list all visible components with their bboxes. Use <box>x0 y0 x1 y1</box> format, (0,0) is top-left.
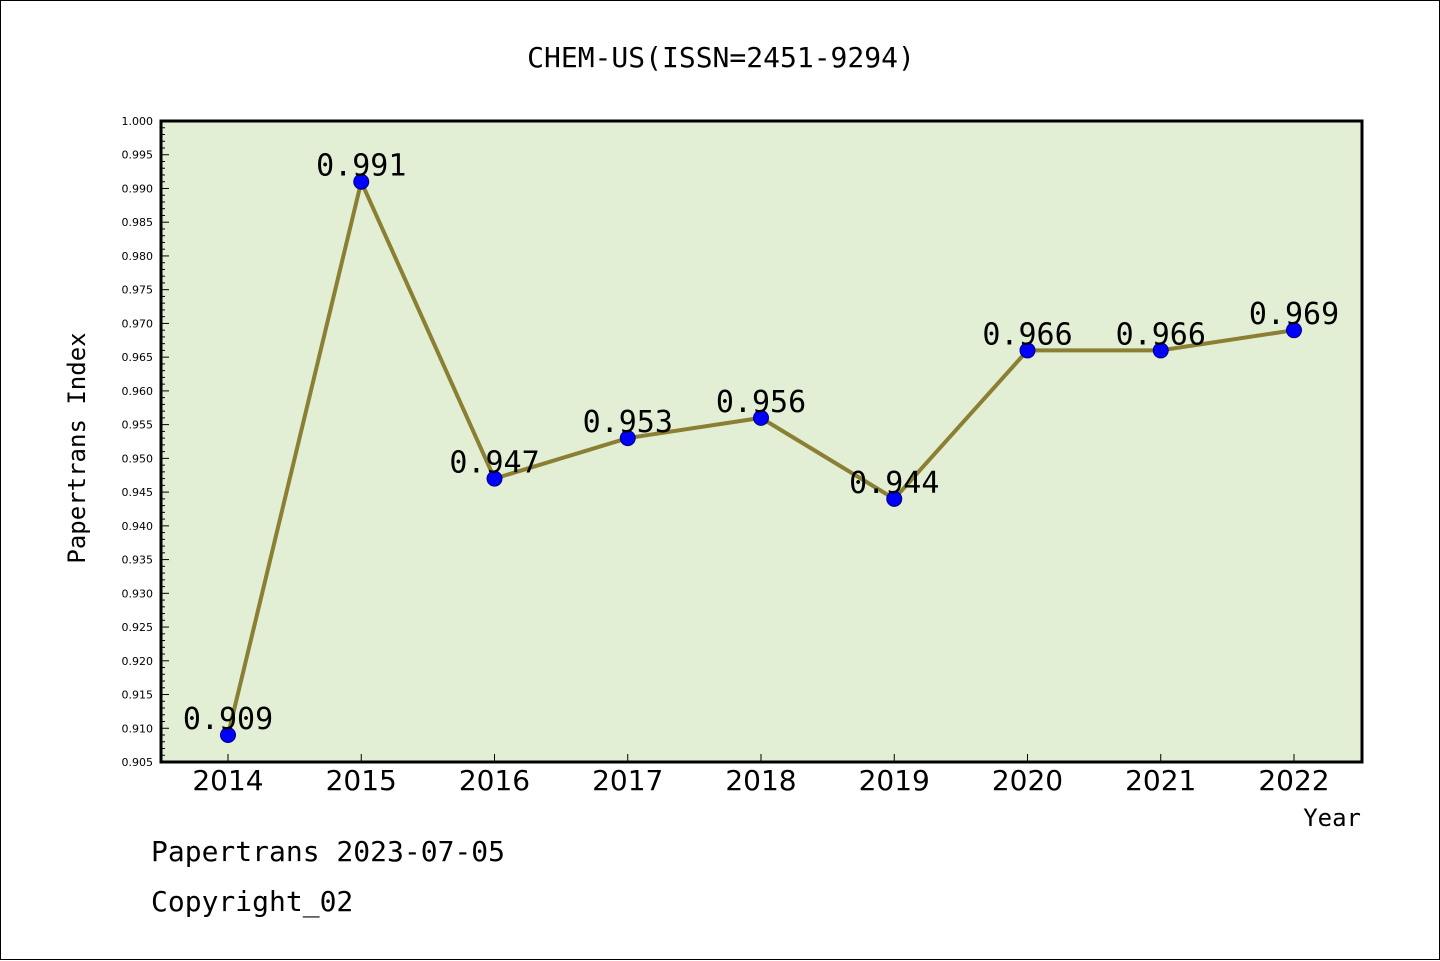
data-label: 0.953 <box>583 405 673 440</box>
data-point <box>486 470 503 487</box>
data-point <box>619 430 636 447</box>
data-point <box>1286 322 1302 339</box>
x-tick-label: 2019 <box>859 764 930 797</box>
data-label: 0.966 <box>1116 317 1206 352</box>
y-tick-label: 0.980 <box>122 250 154 263</box>
plot-area <box>159 119 1364 764</box>
y-tick-label: 0.970 <box>122 317 154 330</box>
x-tick-label: 2014 <box>192 764 263 797</box>
data-label: 0.909 <box>183 702 273 737</box>
y-tick-label: 0.935 <box>122 554 154 567</box>
y-tick-label: 0.965 <box>122 351 154 364</box>
x-tick-label: 2022 <box>1258 764 1329 797</box>
footer-source: Papertrans 2023-07-05 <box>151 835 506 868</box>
x-tick-label: 2018 <box>725 764 796 797</box>
y-tick-label: 0.940 <box>122 520 154 533</box>
y-tick-label: 0.930 <box>122 587 154 600</box>
y-axis: 0.905 0.910 0.915 0.920 0.925 0.930 0.935 0.940… <box>122 115 169 769</box>
y-tick-label: 0.905 <box>122 756 154 769</box>
data-label: 0.969 <box>1249 297 1339 332</box>
y-tick-label: 0.910 <box>122 722 154 735</box>
x-tick-label: 2016 <box>459 764 530 797</box>
y-tick-label: 0.925 <box>122 621 154 634</box>
y-tick-label: 0.990 <box>122 182 154 195</box>
y-tick-label: 1.000 <box>122 115 154 128</box>
data-points <box>220 173 1302 744</box>
data-label: 0.944 <box>849 466 939 501</box>
data-label: 0.966 <box>982 317 1072 352</box>
data-point <box>886 490 903 507</box>
x-axis: 2014 2015 2016 2017 2018 2019 2020 2021 2022 <box>192 754 1330 797</box>
chart-title: CHEM-US(ISSN=2451-9294) <box>527 41 915 74</box>
data-labels: 0.909 0.991 0.947 0.953 0.956 0.944 0.966 0.966… <box>183 149 1339 737</box>
data-label: 0.991 <box>316 149 406 184</box>
x-tick-label: 2017 <box>592 764 663 797</box>
y-tick-label: 0.945 <box>122 486 154 499</box>
y-tick-label: 0.950 <box>122 452 154 465</box>
y-tick-label: 0.995 <box>122 149 154 162</box>
data-label: 0.956 <box>716 385 806 420</box>
data-point <box>1152 342 1169 359</box>
y-tick-label: 0.960 <box>122 385 154 398</box>
y-tick-label: 0.985 <box>122 216 154 229</box>
footer-copyright: Copyright_02 <box>151 885 354 918</box>
data-point <box>353 173 370 190</box>
data-point <box>220 727 236 744</box>
x-tick-label: 2015 <box>326 764 397 797</box>
y-axis-label: Papertrans Index <box>63 332 91 563</box>
y-tick-label: 0.955 <box>122 419 154 432</box>
data-label: 0.947 <box>449 446 539 481</box>
data-point <box>1019 342 1036 359</box>
x-tick-label: 2021 <box>1125 764 1196 797</box>
x-axis-label: Year <box>1303 804 1361 832</box>
y-tick-label: 0.920 <box>122 655 154 668</box>
x-tick-label: 2020 <box>992 764 1063 797</box>
data-point <box>753 409 769 426</box>
y-tick-label: 0.975 <box>122 284 154 297</box>
y-tick-label: 0.915 <box>122 689 154 702</box>
